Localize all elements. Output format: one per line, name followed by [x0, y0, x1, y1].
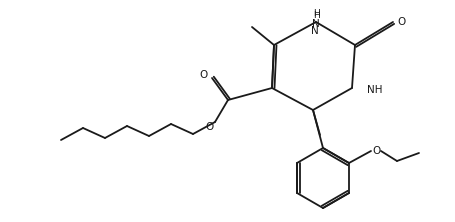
Text: NH: NH — [367, 85, 383, 95]
Text: O: O — [200, 70, 208, 80]
Text: H: H — [313, 10, 319, 20]
Text: O: O — [206, 122, 214, 132]
Text: N: N — [312, 19, 320, 29]
Text: O: O — [373, 146, 381, 156]
Text: N: N — [311, 26, 319, 36]
Text: H: H — [313, 9, 319, 18]
Text: O: O — [397, 17, 405, 27]
